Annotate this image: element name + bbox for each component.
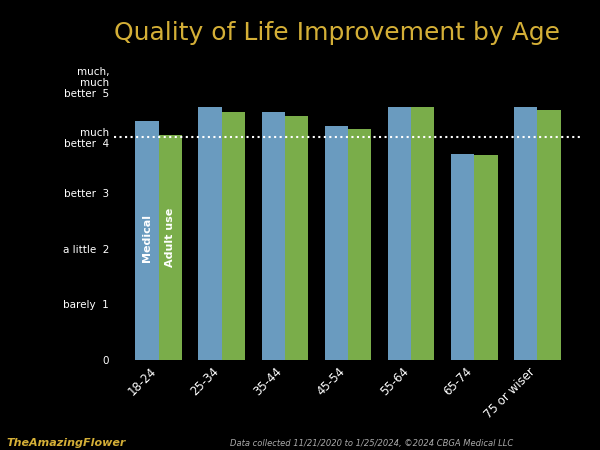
Bar [222,112,245,360]
Bar [514,107,538,360]
Text: Adult use: Adult use [166,208,175,267]
Bar [285,116,308,360]
Bar [135,121,158,360]
Bar [325,126,348,360]
Bar [451,154,474,360]
Bar [388,107,411,360]
Bar [411,107,434,360]
Bar [199,107,222,360]
Bar [348,129,371,360]
Text: Quality of Life Improvement by Age: Quality of Life Improvement by Age [114,21,560,45]
Bar [474,155,497,360]
Text: TheAmazingFlower: TheAmazingFlower [6,438,125,448]
Text: Medical: Medical [142,214,152,261]
Bar [158,135,182,360]
Bar [538,110,561,360]
Text: Data collected 11/21/2020 to 1/25/2024, ©2024 CBGA Medical LLC: Data collected 11/21/2020 to 1/25/2024, … [230,439,514,448]
Bar [262,112,285,360]
